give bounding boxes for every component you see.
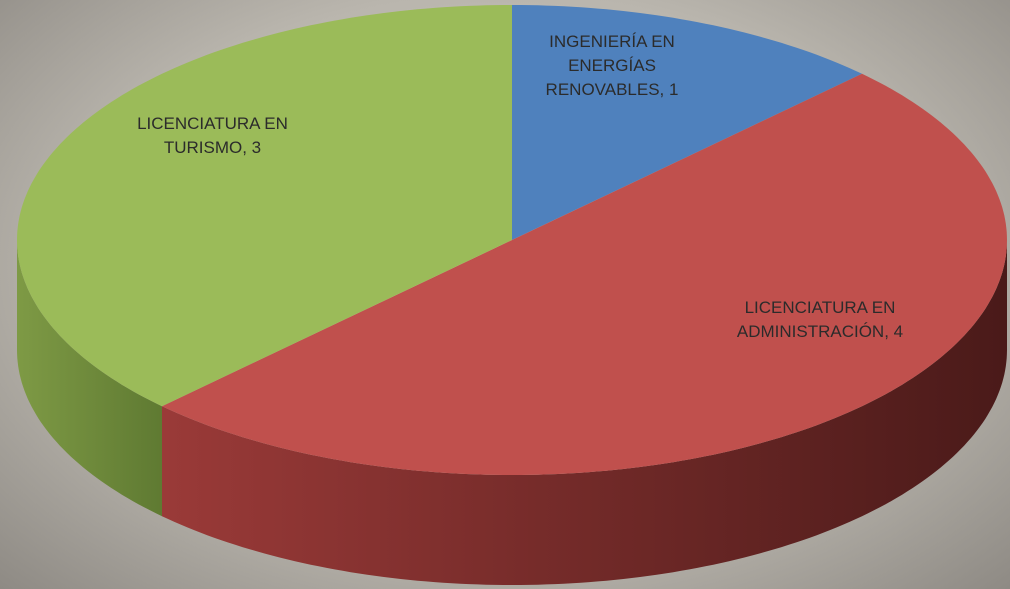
data-label: LICENCIATURA EN TURISMO, 3	[137, 114, 288, 157]
slice	[162, 73, 1007, 476]
slice-side	[17, 240, 162, 517]
data-label: INGENIERÍA EN ENERGÍAS RENOVABLES, 1	[545, 32, 679, 99]
data-label: LICENCIATURA EN ADMINISTRACIÓN, 4	[736, 298, 904, 341]
slice-side	[162, 240, 1007, 585]
slice	[17, 5, 512, 407]
slice	[512, 5, 862, 240]
